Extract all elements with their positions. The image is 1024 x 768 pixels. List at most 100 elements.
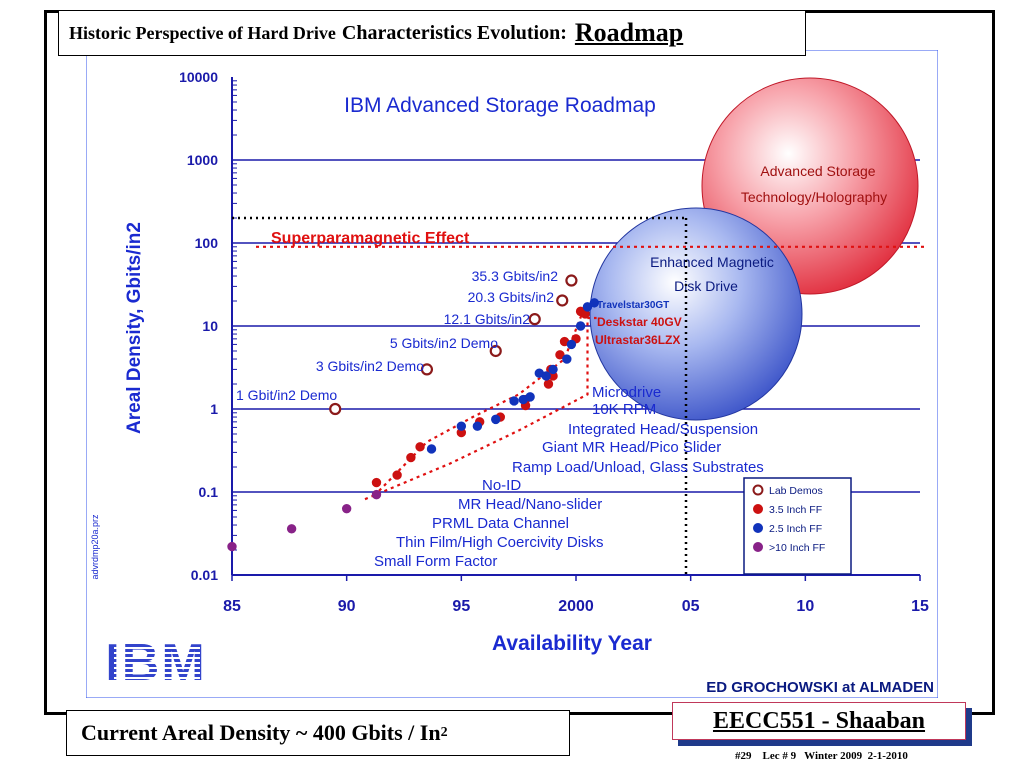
legend-label: >10 Inch FF [769,542,825,554]
point-2-5-inch [509,396,519,406]
point-10-inch [371,489,382,500]
file-tag: advrdmp20a.prz [90,514,100,580]
y-tick-label: 1 [210,401,218,417]
enhanced-magnetic-label-line1: Enhanced Magnetic [650,254,774,270]
course-label: EECC551 - Shaaban [672,702,966,740]
current-density-box: Current Areal Density ~ 400 Gbits / In 2 [66,710,570,756]
technology-label: Small Form Factor [374,553,497,570]
lab-demo-point [565,274,578,287]
current-density-sup: 2 [440,725,448,740]
technology-label: Ramp Load/Unload, Glass Substrates [512,459,764,476]
lab-demo-point [329,402,342,416]
annotations: 35.3 Gbits/in2 20.3 Gbits/in2 12.1 Gbits/i… [236,268,934,696]
point-3-5-inch [543,379,554,389]
point-2-5-inch [548,364,558,375]
y-tick-label: 10 [202,318,218,334]
point-3-5-inch [392,470,402,480]
point-2-5-inch [582,302,593,312]
point-2-5-inch [525,392,535,402]
y-tick-label: 0.1 [199,484,219,500]
point-10-inch [227,541,237,552]
technology-label: No-ID [482,477,521,494]
technology-label: Thin Film/High Coercivity Disks [396,534,604,551]
ibm-logo-stripe [114,672,200,674]
legend: Lab Demos 3.5 Inch FF 2.5 Inch FF >10 Inch … [743,477,852,575]
demo-label: 3 Gbits/in2 Demo [316,358,424,374]
ibm-logo-stripe [114,682,200,684]
legend-label: 2.5 Inch FF [769,523,822,535]
slide-title: Historic Perspective of Hard Drive Chara… [58,10,806,56]
x-axis-title: Availability Year [492,632,652,655]
legend-label: 3.5 Inch FF [769,504,822,516]
technology-label: PRML Data Channel [432,515,569,532]
holography-label-line2: Technology/Holography [741,189,887,205]
point-3-5-inch [415,442,425,452]
y-tick-label: 100 [195,235,219,251]
lab-demo-point [420,363,434,376]
product-label: Travelstar30GT [597,300,669,311]
chart-title: IBM Advanced Storage Roadmap [344,94,656,117]
x-tick-label: 2000 [558,598,594,615]
legend-marker [753,542,763,552]
ibm-logo-stripe [114,647,200,649]
technology-bubbles: Advanced Storage Technology/Holography Enh… [589,77,919,421]
course-text: EECC551 - Shaaban [712,707,926,734]
point-2-5-inch [562,354,572,364]
point-2-5-inch [456,421,467,431]
technology-label: 10K RPM [592,401,656,418]
y-axis-title: Areal Density, Gbits/in2 [124,222,145,434]
axes: 10000 1000 100 10 1 0.1 0.01 85 90 95 2000 05 10 15 Av… [90,69,929,655]
x-tick-label: 15 [911,598,929,615]
point-2-5-inch [472,421,483,431]
ibm-logo-stripe [114,677,200,679]
x-tick-label: 85 [223,598,241,615]
technology-label: MR Head/Nano-slider [458,496,602,513]
slide-footer: #29 Lec # 9 Winter 2009 2-1-2010 [735,750,908,762]
roadmap-chart: 10000 1000 100 10 1 0.1 0.01 85 90 95 2000 05 10 15 Av… [85,49,939,699]
ibm-logo-stripe [114,652,200,654]
demo-label: 5 Gbits/in2 Demo [390,335,498,351]
legend-marker [753,523,763,533]
credit-label: ED GROCHOWSKI at ALMADEN [706,679,934,696]
title-part-1: Historic Perspective of Hard Drive [69,22,336,43]
y-tick-label: 1000 [187,152,218,168]
point-2-5-inch [575,321,586,331]
ibm-logo-stripe [114,657,200,659]
point-2-5-inch [589,298,600,308]
technology-label: Integrated Head/Suspension [568,421,758,438]
point-2-5-inch [426,444,437,454]
x-tick-label: 10 [796,598,814,615]
title-part-2: Characteristics Evolution: [341,21,567,44]
demo-label: 35.3 Gbits/in2 [472,268,559,284]
product-label: Ultrastar36LZX [595,333,680,347]
legend-marker [753,504,763,514]
point-3-5-inch [371,477,382,488]
lab-demo-point [556,294,569,307]
chart-panel: 10000 1000 100 10 1 0.1 0.01 85 90 95 2000 05 10 15 Av… [85,49,939,699]
enhanced-magnetic-label-line2: Disk Drive [674,278,738,294]
technology-label: Microdrive [592,384,661,401]
y-tick-label: 10000 [179,69,218,85]
x-tick-label: 90 [338,598,356,615]
enhanced-magnetic-bubble [589,207,803,421]
demo-label: 20.3 Gbits/in2 [468,289,555,305]
x-tick-label: 05 [682,598,700,615]
current-density-text: Current Areal Density ~ 400 Gbits / In [81,720,441,745]
data-points [227,274,600,552]
demo-label: 1 Gbit/in2 Demo [236,387,337,403]
ibm-logo-stripe [114,662,200,664]
point-3-5-inch [406,452,416,463]
technology-label: Giant MR Head/Pico Slider [542,439,721,456]
demo-label: 12.1 Gbits/in2 [444,311,531,327]
holography-label-line1: Advanced Storage [760,163,875,179]
ibm-logo: IBM [105,634,204,692]
point-10-inch [341,503,352,514]
point-2-5-inch [541,371,551,381]
product-label: Deskstar 40GV [597,315,682,329]
legend-marker [752,484,764,496]
lab-demo-point [528,313,541,326]
x-tick-label: 95 [452,598,470,615]
point-10-inch [286,524,297,534]
legend-label: Lab Demos [769,485,823,497]
point-2-5-inch [566,339,577,350]
